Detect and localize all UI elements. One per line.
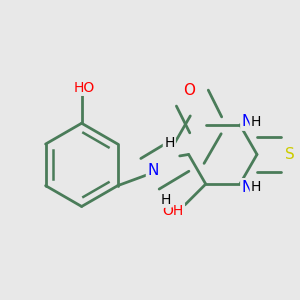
Text: N: N [242, 179, 253, 194]
Text: HO: HO [74, 81, 95, 94]
Text: H: H [251, 180, 261, 194]
Text: H: H [160, 193, 171, 206]
Text: OH: OH [162, 204, 184, 218]
Text: H: H [164, 136, 175, 150]
Text: H: H [251, 115, 261, 129]
Text: N: N [147, 163, 159, 178]
Text: S: S [285, 147, 295, 162]
Text: O: O [183, 83, 195, 98]
Text: N: N [242, 114, 253, 129]
